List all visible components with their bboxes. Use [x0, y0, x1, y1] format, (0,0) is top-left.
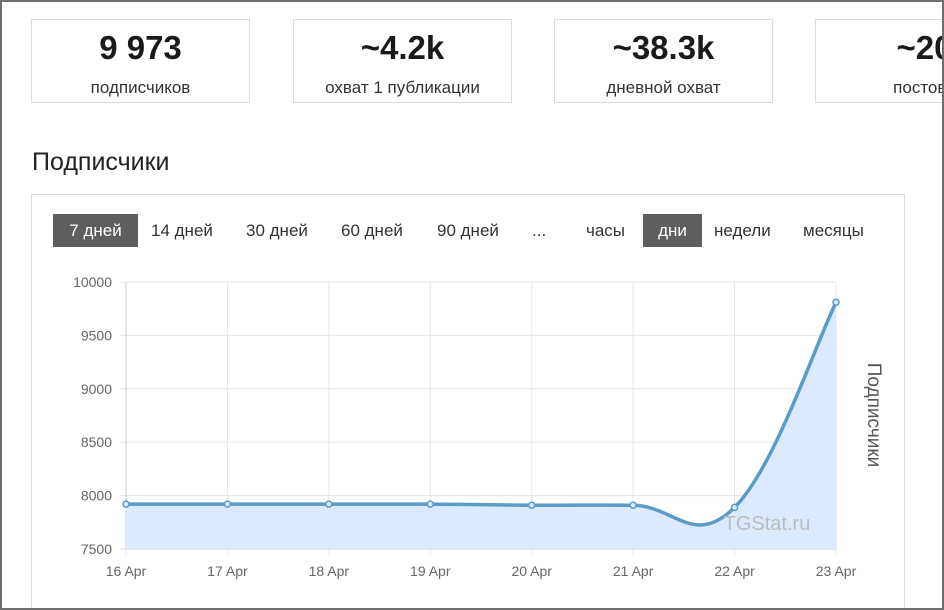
- y-tick-label: 8000: [81, 488, 112, 504]
- data-point: [426, 500, 435, 508]
- x-tick-label: 19 Apr: [410, 563, 451, 579]
- section-title: Подписчики: [32, 148, 170, 176]
- data-point: [325, 500, 333, 508]
- watermark-text: TGStat.ru: [724, 513, 811, 535]
- stat-post-reach: ~4.2k охват 1 публикации: [293, 19, 512, 103]
- tab-90-days[interactable]: 90 дней: [437, 221, 499, 240]
- tab-14-days[interactable]: 14 дней: [151, 221, 213, 240]
- x-tick-label: 22 Apr: [714, 563, 755, 579]
- y-tick-label: 10000: [73, 274, 112, 290]
- tab-hours[interactable]: часы: [586, 221, 626, 240]
- stat-value: ~38.3k: [612, 29, 715, 66]
- stat-posts: ~20 постов /: [815, 19, 944, 103]
- series-line: [125, 301, 838, 527]
- stat-value: ~20: [896, 29, 944, 66]
- stats-row: 9 973 подписчиков ~4.2k охват 1 публикац…: [31, 19, 944, 103]
- stat-label: подписчиков: [90, 78, 191, 97]
- tab-60-days[interactable]: 60 дней: [341, 221, 403, 240]
- x-tick-label: 23 Apr: [816, 563, 857, 579]
- data-point: [832, 298, 840, 307]
- tab-days[interactable]: дни: [643, 214, 702, 247]
- y-axis-ticks: 7500 8000 8500 9000 9500 10000: [73, 274, 112, 557]
- x-tick-label: 21 Apr: [613, 563, 654, 579]
- x-axis-ticks: 16 Apr 17 Apr 18 Apr 19 Apr 20 Apr 21 Apr 22 A…: [106, 563, 857, 579]
- x-tick-label: 16 Apr: [106, 563, 147, 579]
- y-axis-label: Подписчики: [863, 363, 884, 468]
- x-tick-label: 20 Apr: [511, 563, 552, 579]
- series-points: [122, 298, 840, 512]
- y-tick-label: 8500: [81, 434, 112, 450]
- stat-subscribers: 9 973 подписчиков: [31, 19, 250, 103]
- data-point: [629, 501, 637, 509]
- stat-value: ~4.2k: [360, 29, 445, 66]
- x-tick-label: 18 Apr: [309, 563, 350, 579]
- tab-more[interactable]: ...: [532, 221, 547, 240]
- stat-value: 9 973: [99, 29, 182, 66]
- series-area: [126, 302, 836, 549]
- data-point: [730, 503, 739, 512]
- y-tick-label: 9500: [81, 327, 112, 343]
- stat-label: постов /: [893, 78, 944, 97]
- y-tick-label: 9000: [81, 381, 112, 397]
- stat-label: охват 1 публикации: [325, 78, 480, 97]
- data-point: [527, 501, 536, 509]
- stat-daily-reach: ~38.3k дневной охват: [554, 19, 773, 103]
- x-tick-label: 17 Apr: [207, 563, 248, 579]
- tab-7-days[interactable]: 7 дней: [53, 214, 138, 247]
- stat-label: дневной охват: [606, 78, 721, 97]
- tab-weeks[interactable]: недели: [714, 221, 771, 240]
- data-point: [122, 500, 130, 508]
- y-tick-label: 7500: [81, 541, 112, 557]
- tab-30-days[interactable]: 30 дней: [246, 221, 308, 240]
- data-point: [223, 500, 232, 508]
- tab-months[interactable]: месяцы: [803, 221, 864, 240]
